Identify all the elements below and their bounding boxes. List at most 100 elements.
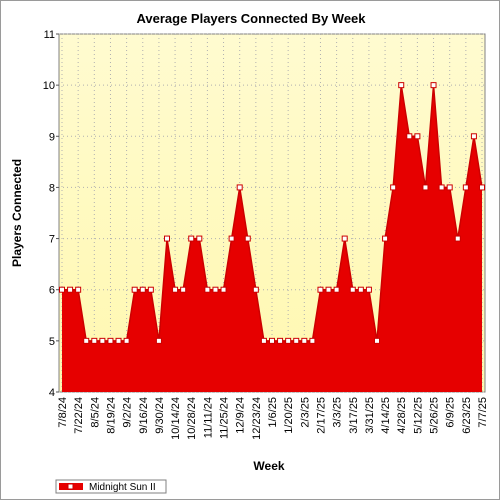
x-tick-label: 10/28/24 (186, 397, 198, 440)
x-tick-label: 8/19/24 (105, 397, 117, 434)
data-point (228, 235, 235, 242)
data-point (309, 337, 316, 344)
y-axis-label: Players Connected (10, 159, 24, 267)
x-tick-label: 7/22/24 (73, 397, 85, 434)
x-axis-label: Week (253, 459, 284, 473)
x-tick-label: 3/3/25 (332, 397, 344, 428)
series-marker-layer (59, 82, 485, 344)
data-point (398, 82, 405, 89)
x-tick-label: 5/26/25 (429, 397, 441, 434)
data-point (349, 286, 356, 293)
x-tick-label: 4/28/25 (396, 397, 408, 434)
data-point (220, 286, 227, 293)
y-tick-label: 6 (49, 285, 55, 297)
x-tick-label: 1/20/25 (283, 397, 295, 434)
data-point (438, 184, 445, 191)
data-point (83, 337, 90, 344)
x-tick-label: 6/9/25 (445, 397, 457, 428)
data-point (131, 286, 138, 293)
data-point (341, 235, 348, 242)
data-point (462, 184, 469, 191)
y-tick-label: 7 (49, 234, 55, 246)
x-tick-label: 9/2/24 (122, 397, 134, 428)
y-tick-label: 5 (49, 336, 55, 348)
legend-label: Midnight Sun II (89, 482, 156, 493)
x-tick-label: 11/25/24 (219, 397, 231, 439)
data-point (365, 286, 372, 293)
data-point (180, 286, 187, 293)
data-point (204, 286, 211, 293)
x-tick-label: 12/23/24 (251, 397, 263, 440)
data-point (147, 286, 154, 293)
y-tick-label: 10 (43, 80, 55, 92)
data-point (285, 337, 292, 344)
legend-box (55, 479, 167, 494)
data-point (269, 337, 275, 344)
y-tick-label: 9 (49, 131, 55, 143)
x-tick-label: 11/11/24 (202, 397, 214, 438)
data-point (236, 184, 243, 191)
data-point (107, 337, 114, 344)
chart-title: Average Players Connected By Week (136, 11, 366, 26)
x-tick-label: 5/12/25 (412, 397, 424, 434)
series-area (62, 85, 482, 393)
data-point (172, 286, 179, 293)
data-point (244, 235, 251, 242)
data-point (374, 337, 380, 344)
data-point (164, 235, 170, 242)
x-tick-label: 9/30/24 (154, 397, 166, 434)
x-tick-label: 10/14/24 (170, 397, 182, 440)
data-point (123, 337, 130, 344)
x-tick-label: 3/31/25 (364, 397, 376, 434)
data-point (454, 235, 461, 242)
data-point (390, 184, 397, 191)
data-point (333, 286, 340, 293)
x-tick-label: 7/7/25 (477, 397, 489, 428)
x-tick-label: 1/6/25 (267, 397, 279, 428)
data-point (422, 184, 429, 191)
data-point (470, 133, 477, 140)
data-point (414, 133, 421, 140)
y-tick-label: 8 (49, 182, 55, 194)
x-tick-label: 2/17/25 (315, 397, 327, 434)
x-tick-label: 9/16/24 (138, 397, 150, 434)
data-point (155, 337, 162, 344)
x-tick-label: 4/14/25 (380, 397, 392, 434)
data-point (301, 337, 308, 344)
data-point (357, 286, 364, 293)
data-point (115, 337, 122, 344)
data-point (196, 235, 203, 242)
x-tick-label: 8/5/24 (89, 397, 101, 428)
data-point (139, 286, 146, 293)
x-tick-label: 7/8/24 (57, 397, 69, 428)
data-point (479, 184, 485, 191)
data-point (260, 337, 267, 344)
data-point (252, 286, 259, 293)
data-point (99, 337, 106, 344)
y-tick-label: 4 (49, 387, 55, 399)
data-point (75, 286, 82, 293)
data-point (188, 235, 195, 242)
y-tick-labels: 4 5 6 7 8 9 10 11 (43, 29, 59, 399)
x-tick-label: 6/23/25 (461, 397, 473, 434)
data-point (67, 286, 74, 293)
data-point (317, 286, 324, 293)
data-point (91, 337, 98, 344)
x-tick-labels: 7/8/24 7/22/24 8/5/24 8/19/24 9/2/24 9/16/24 9… (57, 397, 489, 440)
data-point (406, 133, 413, 140)
data-point (293, 337, 300, 344)
legend-marker-icon (67, 483, 74, 490)
data-point (59, 286, 65, 293)
x-tick-label: 3/17/25 (348, 397, 360, 434)
y-tick-label: 11 (44, 29, 55, 41)
x-tick-label: 12/9/24 (235, 397, 247, 434)
legend: Midnight Sun II (55, 479, 167, 494)
data-point (325, 286, 332, 293)
x-tick-label: 2/3/25 (299, 397, 311, 428)
data-point (277, 337, 284, 344)
data-point (430, 82, 437, 89)
data-point (212, 286, 219, 293)
data-point (446, 184, 453, 191)
